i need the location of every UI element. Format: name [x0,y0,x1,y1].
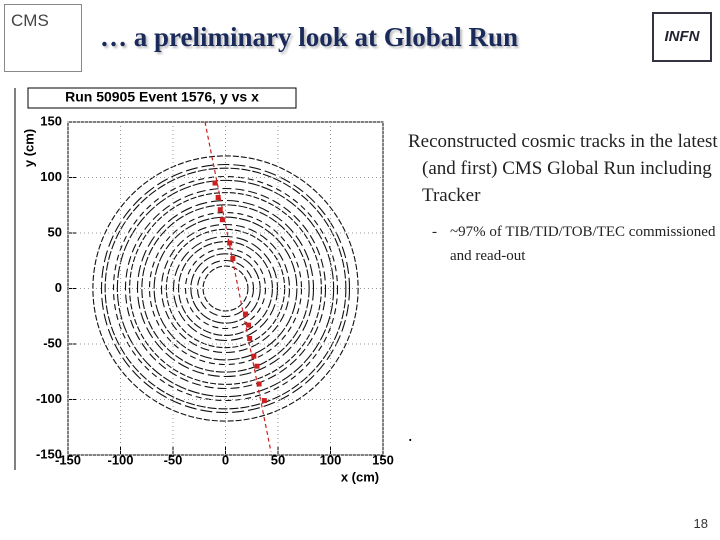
x-tick-label: 100 [320,452,342,467]
layer-ring [196,259,255,318]
plot-frame [67,121,384,456]
hit-point [254,363,260,369]
layer-ring [100,163,351,414]
track-fit [204,121,272,453]
hit-point [261,398,267,404]
hit-point [251,353,257,359]
layer-ring [104,167,347,410]
y-tick-label: 50 [48,224,62,239]
sub-bullet-marker: - [432,224,437,240]
hit-point [247,335,253,341]
layer-ring [172,235,279,342]
hit-point [230,256,236,262]
cms-logo: CMS [4,4,82,72]
sub-bullet: - ~97% of TIB/TID/TOB/TEC commissioned an… [432,220,720,268]
hit-point [242,311,248,317]
y-tick-label: 0 [55,280,62,295]
layer-ring [160,223,291,354]
layer-ring [124,187,327,390]
hit-point [256,381,262,387]
y-tick-label: -100 [36,391,62,406]
hit-point [217,207,223,213]
page-number: 18 [693,516,708,531]
y-tick-label: 100 [40,169,62,184]
layer-ring [136,199,315,378]
x-tick-label: 150 [372,452,394,467]
y-axis-label: y (cm) [21,129,36,167]
x-tick-label: -50 [164,452,183,467]
hit-point [227,240,233,246]
chart-title: Run 50905 Event 1576, y vs x [65,89,259,105]
x-tick-label: 50 [271,452,285,467]
note: . [408,425,413,445]
x-tick-label: 0 [222,452,229,467]
y-tick-label: 150 [40,113,62,128]
layer-ring [112,175,339,402]
chart: Run 50905 Event 1576, y vs x y (cm) x (c… [14,87,394,484]
layer-ring [148,211,303,366]
bullet: Reconstructed cosmic tracks in the lates… [408,131,718,206]
layer-ring [129,192,322,385]
layer-ring [190,253,261,324]
sub-bullet-text: ~97% of TIB/TID/TOB/TEC commissioned and… [450,224,716,264]
hit-point [212,180,218,186]
y-tick-label: -50 [43,335,62,350]
hit-point [219,217,225,223]
layer-ring [184,247,267,330]
slide-title: … a preliminary look at Global Run [100,22,519,52]
chart-title-box [27,87,297,109]
y-tick-label: -150 [36,446,62,461]
infn-logo: INFN [652,12,712,62]
hit-point [246,322,252,328]
layer-ring [141,204,310,373]
x-axis-label: x (cm) [341,469,379,484]
x-tick-label: -100 [107,452,133,467]
x-tick-label: -150 [55,452,81,467]
cms-logo-text: CMS [11,11,49,30]
layer-ring [116,179,335,398]
hit-point [215,194,221,200]
